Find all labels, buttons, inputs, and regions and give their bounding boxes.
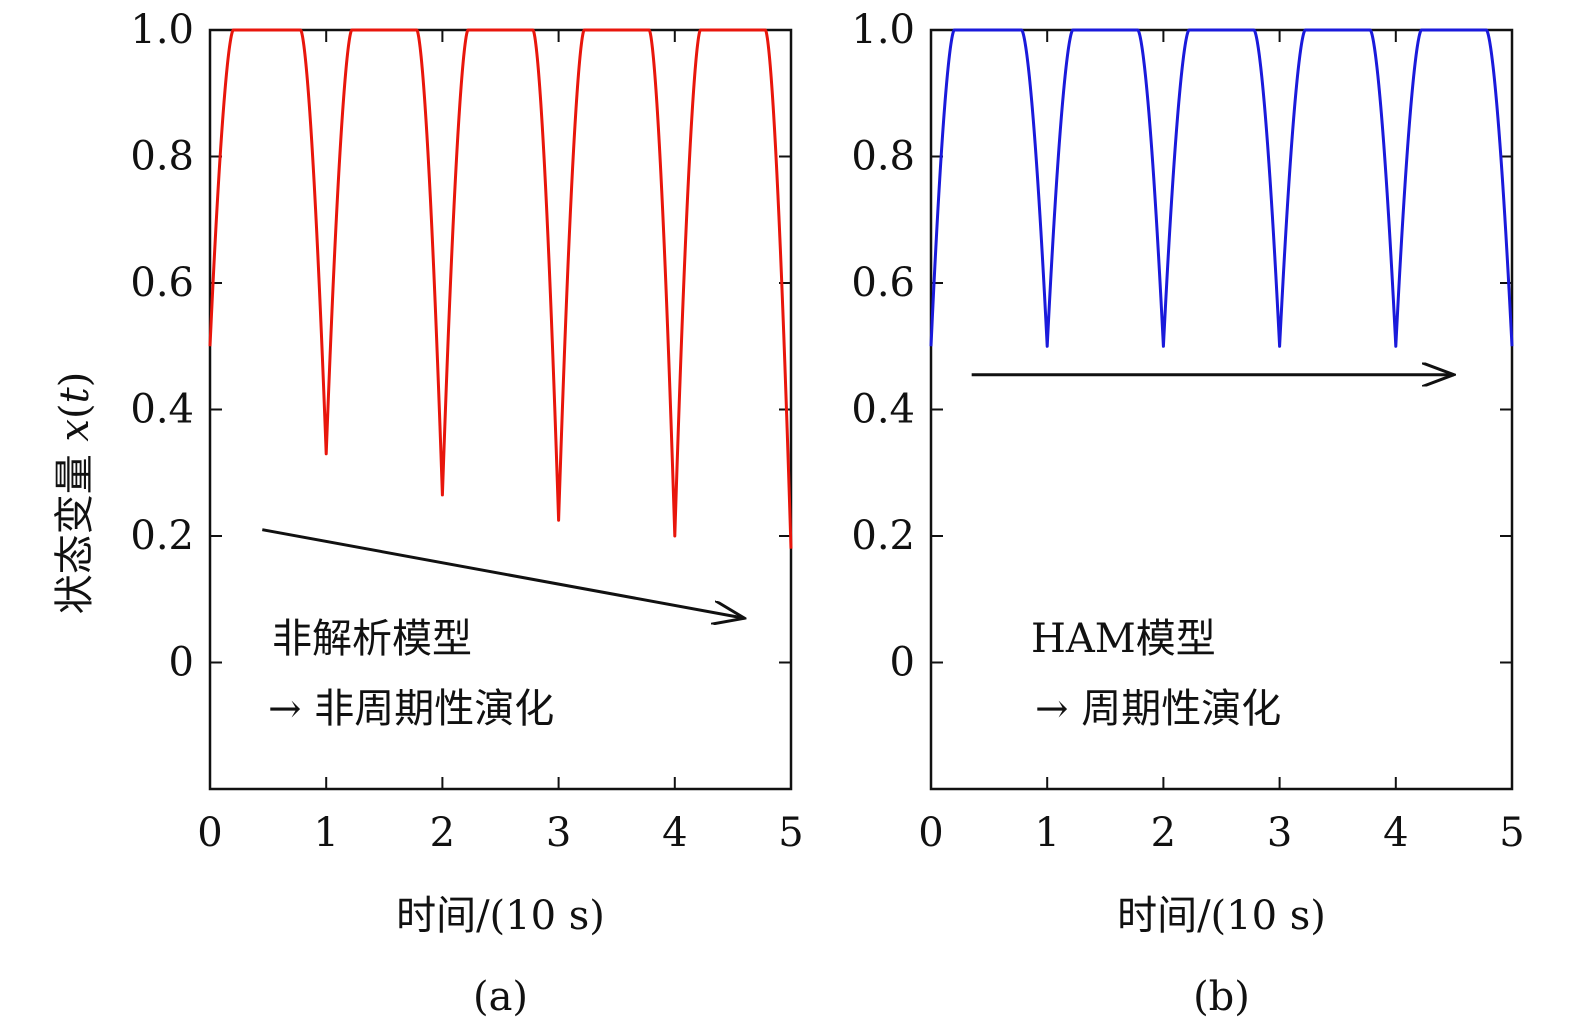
x-tick-label: 0 [918, 810, 943, 856]
panel-b: 0 0.2 0.4 0.6 0.8 1.0 0 1 2 3 4 5 时间/(10 s) (b) HAM模型 →… [851, 7, 1524, 1020]
x-tick-label: 2 [1151, 810, 1176, 856]
x-tick-label: 0 [197, 810, 222, 856]
series-line [208, 28, 793, 549]
y-tick-label: 0.4 [851, 387, 915, 433]
panel-label: (b) [1193, 974, 1250, 1020]
x-tick-label: 1 [1034, 810, 1059, 856]
y-axis-label-var: x [52, 419, 98, 442]
annotation-line1: HAM模型 [1031, 616, 1216, 662]
y-tick-label: 0 [890, 640, 915, 686]
panel-label: (a) [473, 974, 528, 1020]
x-tick-label: 4 [1383, 810, 1408, 856]
y-axis-label-paren-open: ( [52, 403, 98, 419]
y-tick-label: 0.4 [130, 387, 194, 433]
y-axis-label-cn: 状态变量 [52, 442, 98, 615]
trend-arrow [262, 528, 744, 619]
y-tick-label: 0.6 [851, 260, 915, 306]
annotation-line2: → 周期性演化 [1035, 686, 1281, 732]
y-tick-label: 0 [169, 640, 194, 686]
x-axis-title: 时间/(10 s) [396, 893, 605, 939]
x-tick-label: 1 [313, 810, 338, 856]
x-tick-label: 4 [662, 810, 687, 856]
x-tick-label: 3 [546, 810, 571, 856]
y-axis-label-paren-close: ) [52, 372, 98, 388]
y-tick-label: 0.2 [851, 513, 915, 559]
plot-frame [929, 28, 1514, 791]
plot-frame [208, 28, 793, 791]
y-tick-label: 0.8 [851, 134, 915, 180]
annotation-line1: 非解析模型 [272, 616, 472, 662]
x-tick-label: 5 [778, 810, 803, 856]
y-axis-label-t: t [52, 386, 98, 403]
y-tick-label: 0.8 [130, 134, 194, 180]
annotation-line2: → 非周期性演化 [268, 686, 554, 732]
panel-a: 0 0.2 0.4 0.6 0.8 1.0 0 1 2 3 4 5 时间/(10 s) (a) 非解析模型 →… [130, 7, 803, 1020]
x-tick-label: 2 [430, 810, 455, 856]
y-tick-label: 0.6 [130, 260, 194, 306]
y-tick-label: 1.0 [851, 7, 915, 53]
y-axis-label: 状态变量 x(t) [52, 372, 98, 615]
y-tick-label: 1.0 [130, 7, 194, 53]
x-tick-label: 3 [1267, 810, 1292, 856]
series-line [929, 28, 1514, 348]
y-tick-label: 0.2 [130, 513, 194, 559]
x-tick-label: 5 [1499, 810, 1524, 856]
x-axis-title: 时间/(10 s) [1117, 893, 1326, 939]
